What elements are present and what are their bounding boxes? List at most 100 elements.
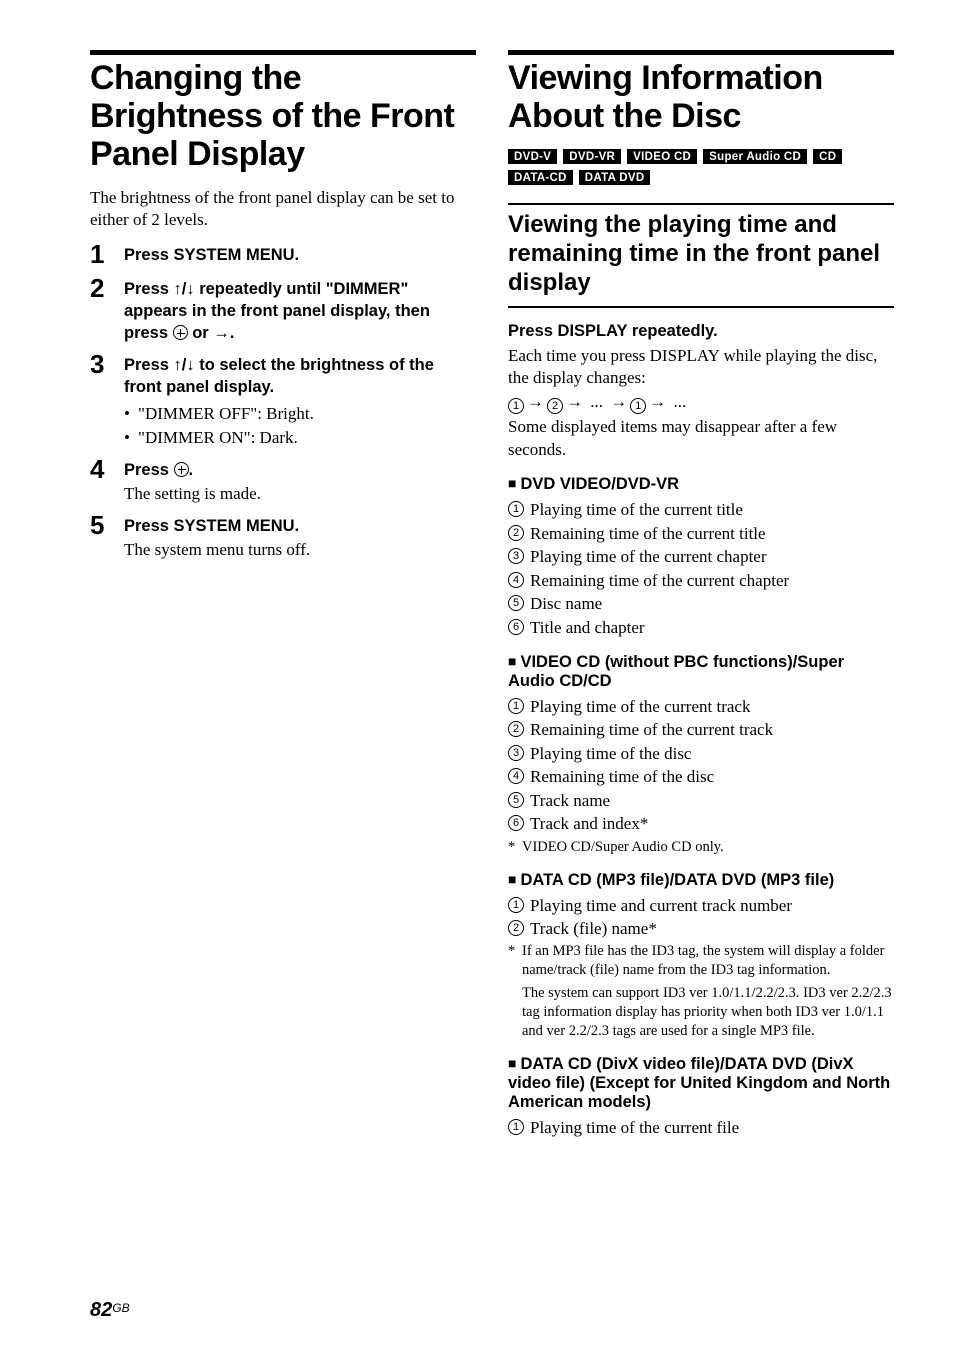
mp3-footnote-cont: The system can support ID3 ver 1.0/1.1/2… <box>508 984 894 1041</box>
step-number: 2 <box>90 275 124 302</box>
circled-number-icon: 4 <box>508 572 524 588</box>
item-text: Playing time of the current track <box>530 697 750 716</box>
item-text: Title and chapter <box>530 618 645 637</box>
list-item: 6 Title and chapter <box>508 616 894 639</box>
circled-number-icon: 2 <box>508 721 524 737</box>
circled-number-icon: 3 <box>508 548 524 564</box>
vcd-footnote: VIDEO CD/Super Audio CD only. <box>508 838 894 857</box>
disc-badge: Super Audio CD <box>703 149 807 164</box>
item-text: Playing time of the current file <box>530 1118 739 1137</box>
circled-number-icon: 5 <box>508 792 524 808</box>
press-display-head: Press DISPLAY repeatedly. <box>508 322 894 341</box>
step-number: 4 <box>90 456 124 483</box>
item-text: Playing time and current track number <box>530 896 792 915</box>
step-number: 1 <box>90 241 124 268</box>
disc-badge: DATA DVD <box>579 170 651 185</box>
list-item: 5 Track name <box>508 789 894 812</box>
bullet-item: "DIMMER OFF": Bright. <box>124 402 476 426</box>
step-bullets: "DIMMER OFF": Bright. "DIMMER ON": Dark. <box>124 402 476 450</box>
vcd-heading: VIDEO CD (without PBC functions)/Super A… <box>508 653 894 691</box>
divx-list: 1 Playing time of the current file <box>508 1116 894 1139</box>
step-number: 5 <box>90 512 124 539</box>
steps-list: 1 Press SYSTEM MENU. 2 Press ↑/↓ repeate… <box>90 241 476 562</box>
disc-badge: VIDEO CD <box>627 149 697 164</box>
item-text: Remaining time of the disc <box>530 767 714 786</box>
list-item: 2 Remaining time of the current track <box>508 718 894 741</box>
step-note: The system menu turns off. <box>124 539 476 562</box>
bullet-item: "DIMMER ON": Dark. <box>124 426 476 450</box>
item-text: Disc name <box>530 594 602 613</box>
circled-number-icon: 2 <box>547 398 563 414</box>
circled-number-icon: 6 <box>508 815 524 831</box>
page-suffix: GB <box>112 1301 129 1315</box>
circled-number-icon: 1 <box>630 398 646 414</box>
enter-icon <box>174 462 189 477</box>
step-text: or →. <box>188 324 235 342</box>
item-text: Playing time of the current title <box>530 500 743 519</box>
dvd-heading: DVD VIDEO/DVD-VR <box>508 475 894 494</box>
item-text: Remaining time of the current track <box>530 720 773 739</box>
step-head: Press ↑/↓ repeatedly until "DIMMER" appe… <box>124 278 476 345</box>
section-title-left: Changing the Brightness of the Front Pan… <box>90 59 476 173</box>
mp3-heading: DATA CD (MP3 file)/DATA DVD (MP3 file) <box>508 871 894 890</box>
section-title-right: Viewing Information About the Disc <box>508 59 894 135</box>
list-item: 4 Remaining time of the current chapter <box>508 569 894 592</box>
arrow-icon: → <box>610 392 627 411</box>
step-text: Press ↑/↓ repeatedly until "DIMMER" appe… <box>124 280 430 343</box>
step-head: Press ↑/↓ to select the brightness of th… <box>124 354 476 399</box>
right-column: Viewing Information About the Disc DVD-V… <box>508 50 894 1139</box>
disc-badge: DATA-CD <box>508 170 573 185</box>
circled-number-icon: 1 <box>508 398 524 414</box>
vcd-list: 1 Playing time of the current track 2 Rema… <box>508 695 894 836</box>
page-num-value: 82 <box>90 1299 112 1321</box>
item-text: Track (file) name* <box>530 919 657 938</box>
item-text: Playing time of the current chapter <box>530 547 767 566</box>
arrow-icon: → <box>566 392 583 411</box>
step-head: Press SYSTEM MENU. <box>124 515 476 537</box>
rule <box>508 50 894 55</box>
item-text: Track and index* <box>530 814 648 833</box>
circled-number-icon: 1 <box>508 1119 524 1135</box>
step-head: Press . <box>124 459 476 481</box>
list-item: 1Playing time and current track number <box>508 894 894 917</box>
circled-number-icon: 1 <box>508 698 524 714</box>
item-text: Remaining time of the current title <box>530 524 766 543</box>
circled-number-icon: 2 <box>508 525 524 541</box>
intro-text: The brightness of the front panel displa… <box>90 187 476 231</box>
step-number: 3 <box>90 351 124 378</box>
step-text: Press <box>124 461 174 479</box>
disc-badge: CD <box>813 149 842 164</box>
divx-heading: DATA CD (DivX video file)/DATA DVD (DivX… <box>508 1055 894 1112</box>
list-item: 1 Playing time of the current title <box>508 498 894 521</box>
list-item: 2 Track (file) name* <box>508 917 894 940</box>
list-item: 1 Playing time of the current file <box>508 1116 894 1139</box>
press-display-desc: Each time you press DISPLAY while playin… <box>508 345 894 390</box>
list-item: 2 Remaining time of the current title <box>508 522 894 545</box>
step-note: The setting is made. <box>124 483 476 506</box>
mp3-footnote: If an MP3 file has the ID3 tag, the syst… <box>508 942 894 980</box>
sequence-line: 1→2→ ... →1→ ... <box>508 391 894 414</box>
list-item: 5Disc name <box>508 592 894 615</box>
item-text: Track name <box>530 791 610 810</box>
enter-icon <box>173 325 188 340</box>
subsection-title: Viewing the playing time and remaining t… <box>508 203 894 307</box>
circled-number-icon: 1 <box>508 501 524 517</box>
item-text: Remaining time of the current chapter <box>530 571 789 590</box>
item-text: Playing time of the disc <box>530 744 691 763</box>
circled-number-icon: 4 <box>508 768 524 784</box>
press-display-desc2: Some displayed items may disappear after… <box>508 416 894 461</box>
circled-number-icon: 6 <box>508 619 524 635</box>
list-item: 1 Playing time of the current track <box>508 695 894 718</box>
page-number: 82GB <box>90 1299 130 1322</box>
arrow-icon: → <box>527 392 544 411</box>
arrow-icon: → <box>649 392 666 411</box>
step-text: . <box>189 461 194 479</box>
list-item: 6 Track and index* <box>508 812 894 835</box>
disc-badge: DVD-V <box>508 149 557 164</box>
circled-number-icon: 2 <box>508 920 524 936</box>
list-item: 4 Remaining time of the disc <box>508 765 894 788</box>
left-column: Changing the Brightness of the Front Pan… <box>90 50 476 1139</box>
list-item: 3 Playing time of the current chapter <box>508 545 894 568</box>
list-item: 3Playing time of the disc <box>508 742 894 765</box>
rule <box>90 50 476 55</box>
